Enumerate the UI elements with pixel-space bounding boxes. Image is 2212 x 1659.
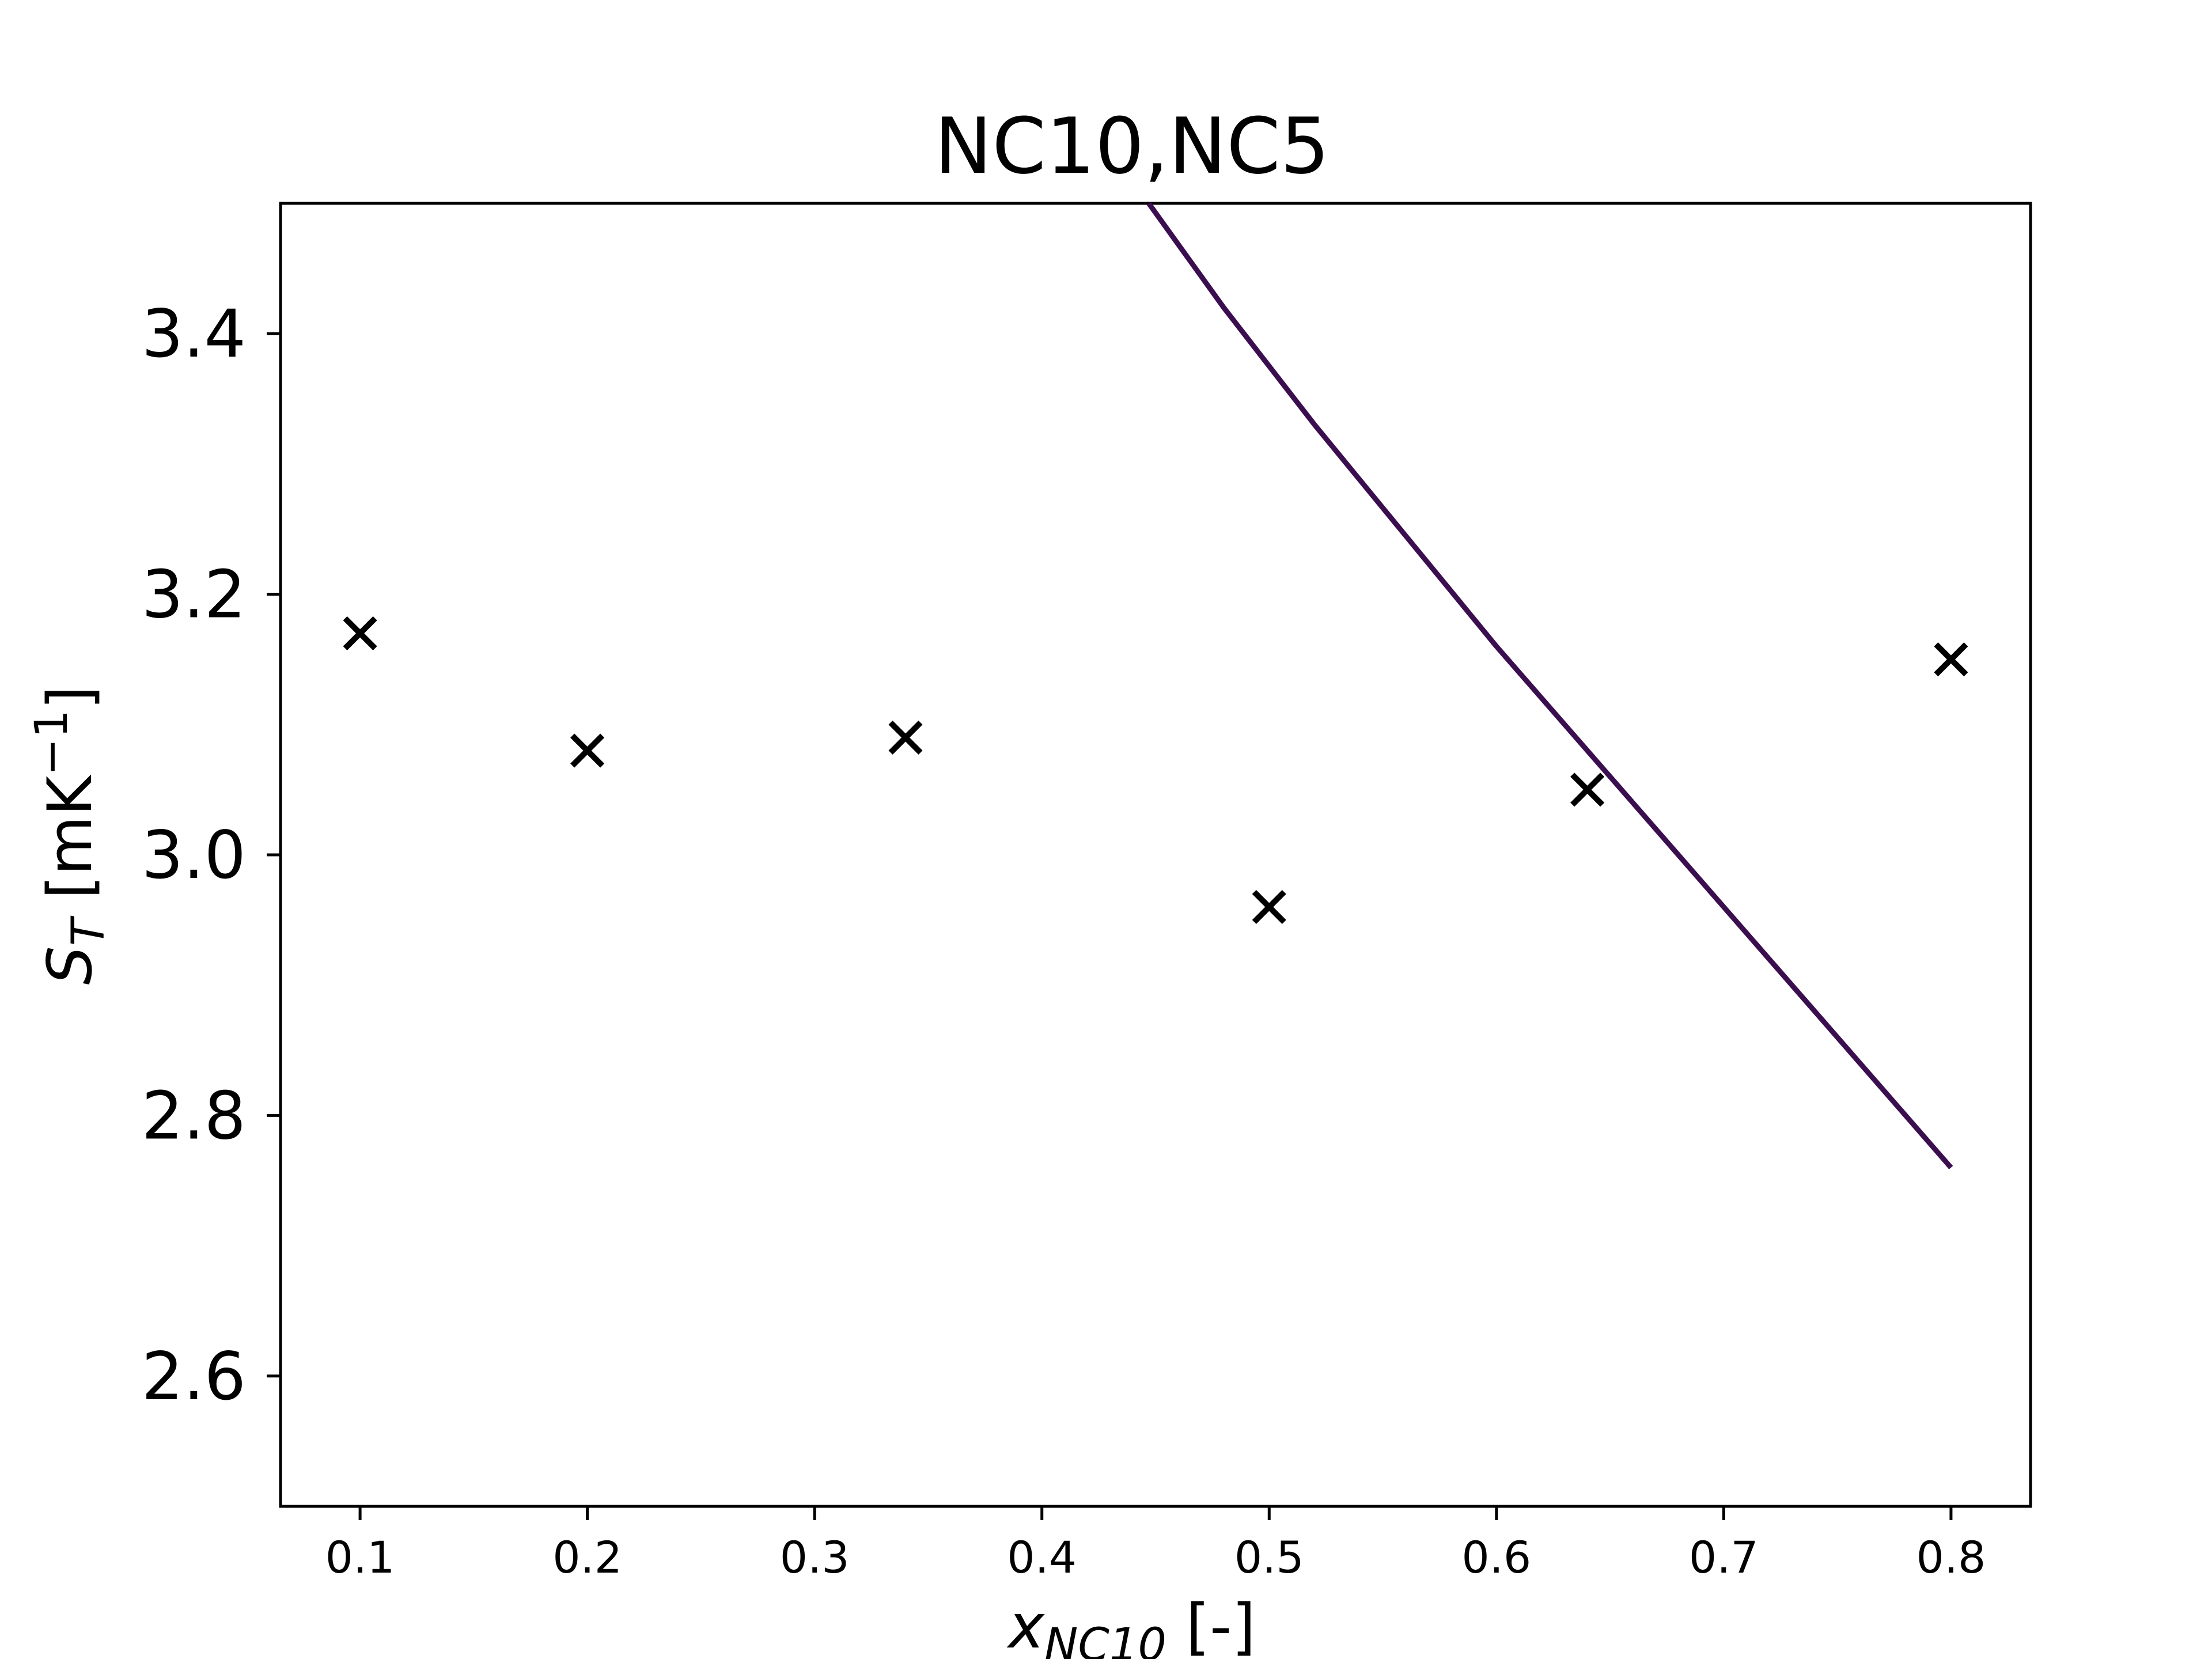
x-tick-label: 0.3 [780, 1532, 850, 1583]
series-layer [343, 203, 1968, 1169]
x-tick-label: 0.6 [1461, 1532, 1531, 1583]
plot-area [279, 202, 2032, 1508]
x-axis-label-space [1166, 1591, 1186, 1659]
x-tick-label: 0.5 [1234, 1532, 1304, 1583]
data-point [343, 616, 377, 650]
x-tick-label: 0.7 [1689, 1532, 1759, 1583]
x-axis-label: xNC10 [-] [1006, 1591, 1255, 1659]
y-axis: 2.6 2.8 3.0 3.2 3.4 [142, 296, 281, 1415]
data-point [1252, 889, 1286, 925]
data-point [570, 733, 605, 768]
y-tick-label: 3.4 [142, 296, 246, 372]
x-tick-label: 0.4 [1007, 1532, 1077, 1583]
y-axis-label-unit-superscript: −1 [26, 710, 78, 776]
y-tick-label: 3.2 [142, 556, 246, 633]
y-axis-label: ST [mK−1] [26, 685, 115, 984]
x-tick-label: 0.2 [552, 1532, 622, 1583]
data-point [1570, 772, 1605, 807]
data-point [888, 720, 923, 755]
x-axis-label-unit: [-] [1186, 1591, 1256, 1659]
x-tick-label: 0.8 [1916, 1532, 1986, 1583]
x-tick-label: 0.1 [325, 1532, 395, 1583]
y-axis-label-unit-prefix: [mK [35, 774, 105, 899]
x-axis-label-symbol: x [1006, 1591, 1045, 1659]
y-tick-label: 2.8 [142, 1077, 246, 1154]
x-axis: 0.1 0.2 0.3 0.4 0.5 0.6 0.7 0.8 [325, 1506, 1986, 1583]
y-axis-label-space [35, 899, 105, 919]
x-axis-label-subscript: NC10 [1044, 1619, 1166, 1659]
plot-frame [279, 202, 2032, 1508]
y-axis-label-symbol: S [35, 946, 105, 984]
series-line [1146, 203, 1953, 1169]
y-tick-label: 3.0 [142, 817, 246, 893]
data-point [1934, 642, 1968, 677]
y-tick-label: 2.6 [142, 1338, 246, 1415]
chart-title: NC10,NC5 [934, 101, 1330, 191]
y-axis-label-unit-suffix: ] [35, 685, 105, 709]
y-axis-label-subscript: T [63, 915, 115, 946]
